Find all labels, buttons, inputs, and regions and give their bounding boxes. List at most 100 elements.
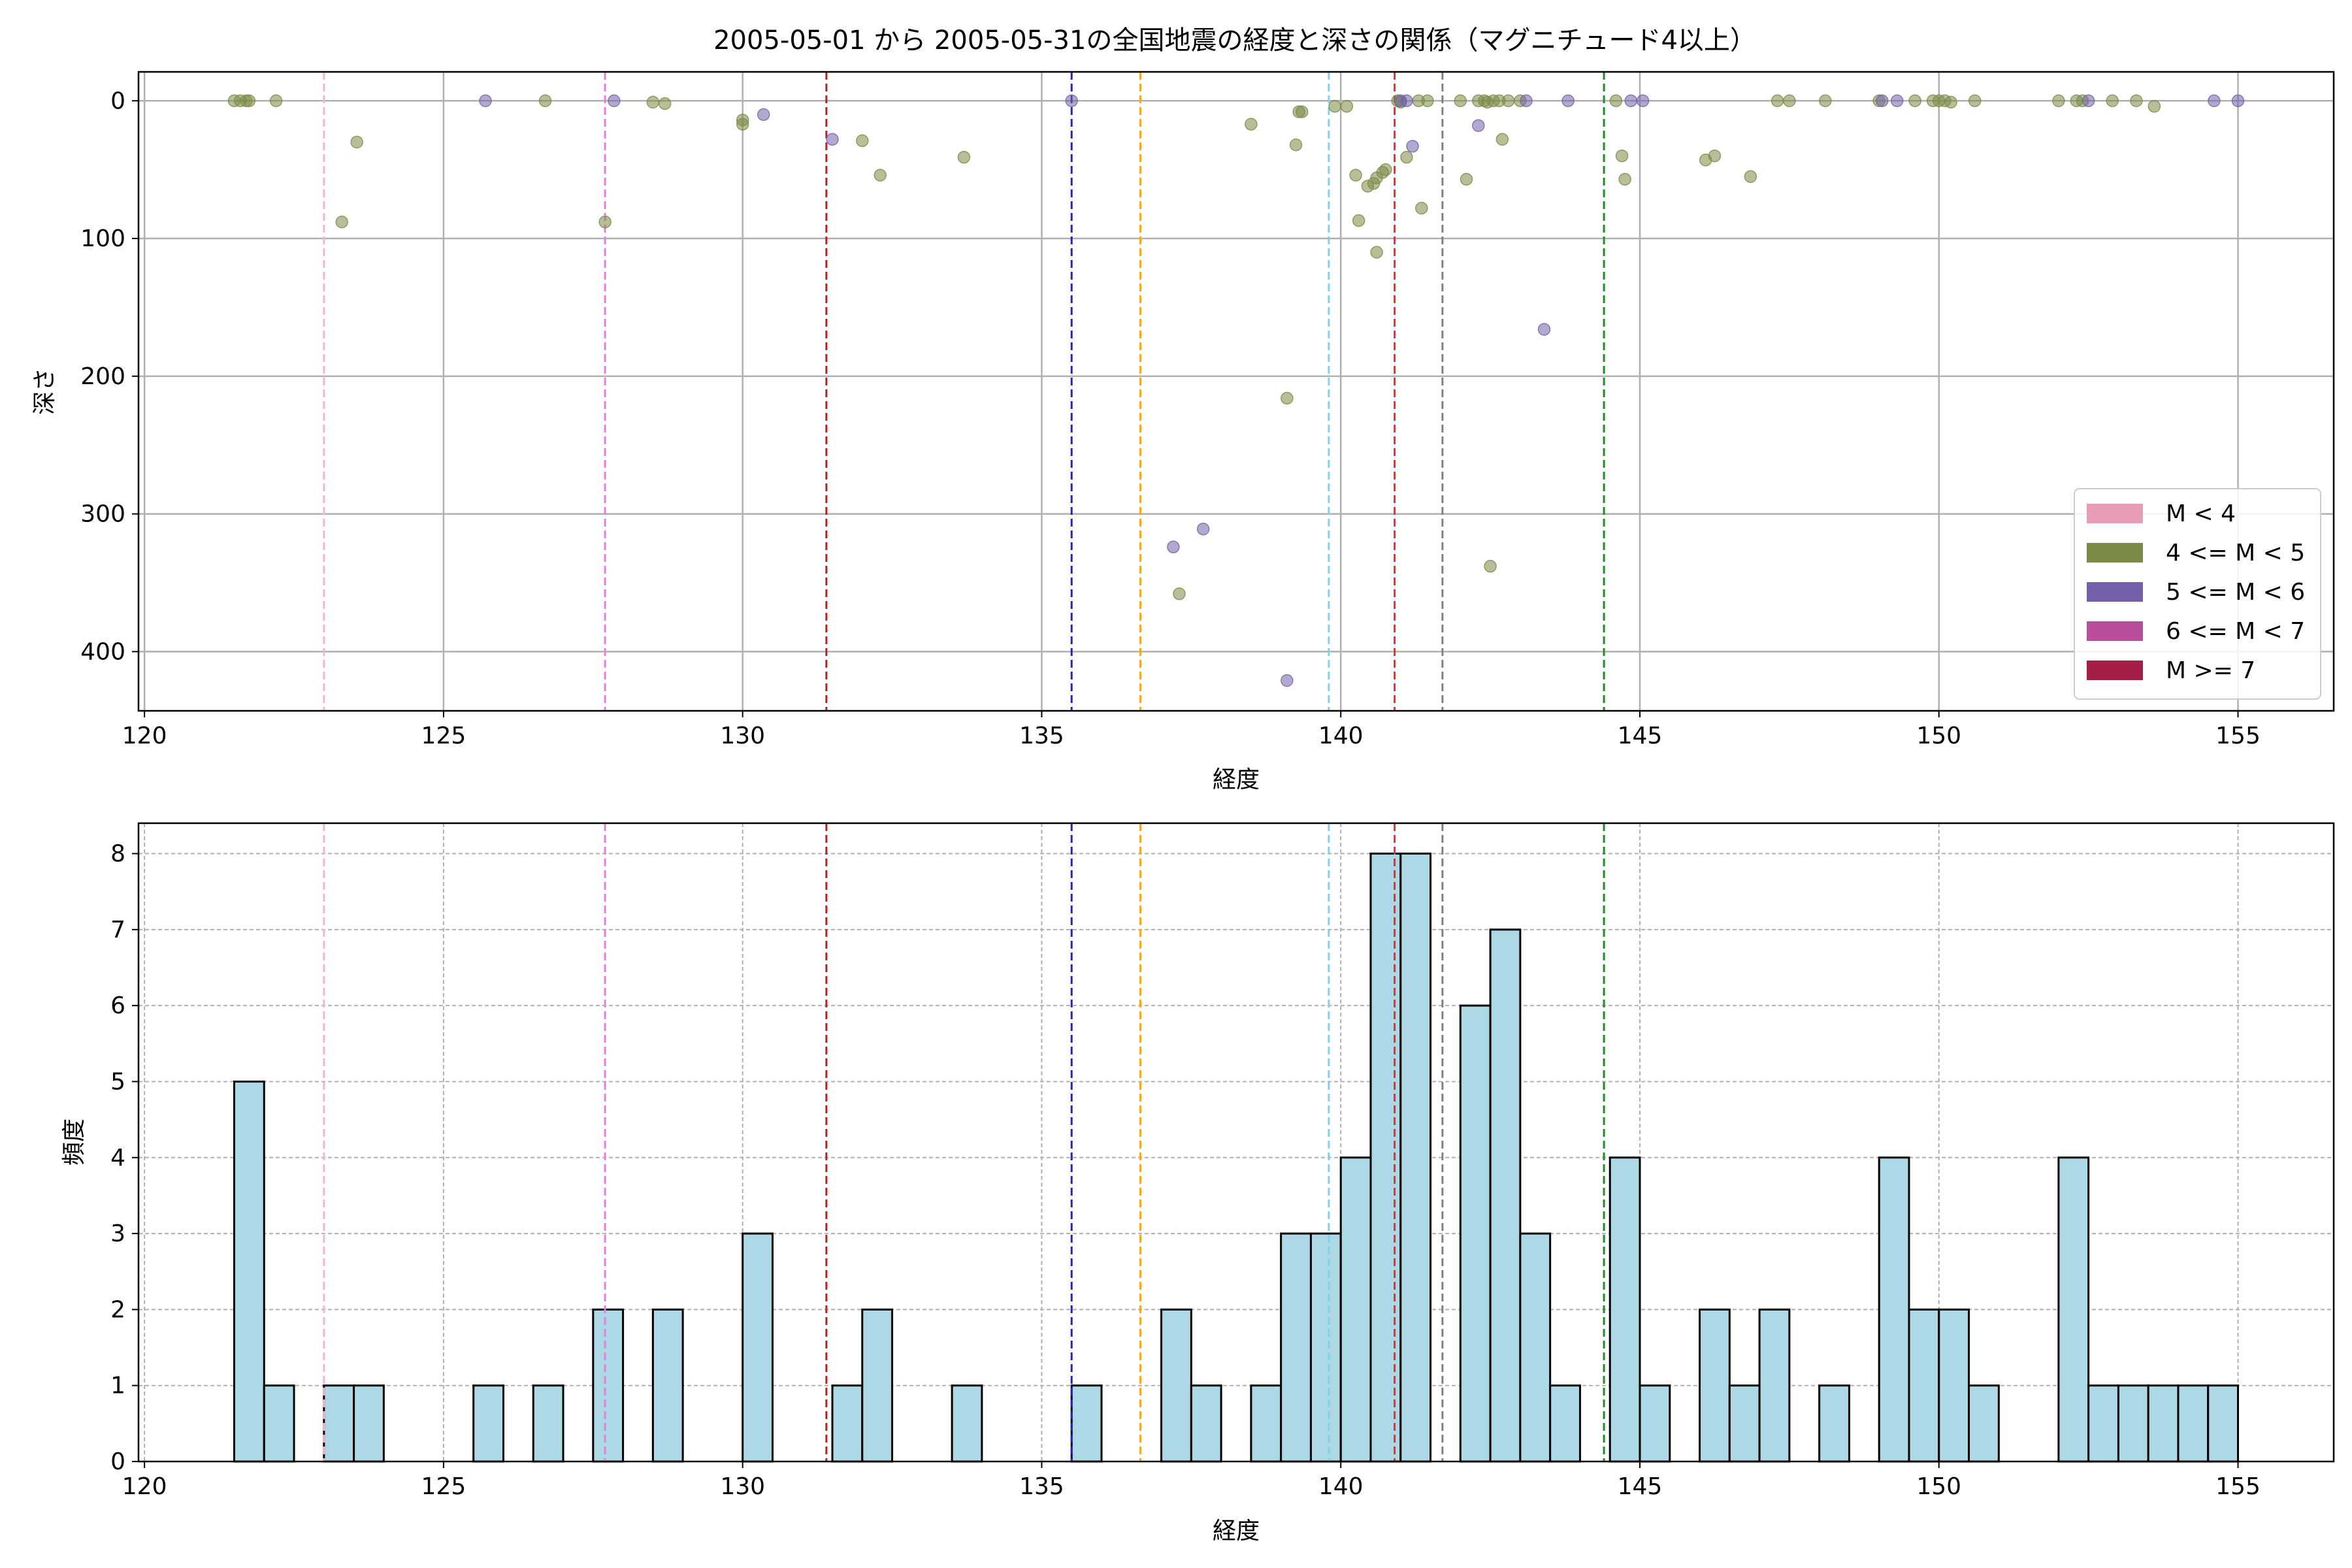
histogram-bar: [532, 1384, 564, 1463]
histogram-x-axis-label: 経度: [1213, 1518, 1260, 1544]
legend-label-m-5-6: 5 <= M < 6: [2166, 579, 2305, 606]
histogram-bar: [1908, 1308, 1940, 1463]
scatter-panel: 120 125 130 135 140 145 150 155 0 100 200 300 400 経…: [31, 71, 2335, 793]
scatter-point: [1908, 94, 1921, 108]
histogram-bar: [1339, 1156, 1372, 1463]
histogram-bar: [651, 1308, 684, 1463]
histogram-bar: [1309, 1232, 1342, 1463]
histogram-bar: [861, 1308, 894, 1463]
y-tick-label: 300: [80, 501, 125, 528]
histogram-bar: [2147, 1384, 2180, 1463]
scatter-plot-area: [139, 72, 2334, 711]
y-tick-label: 3: [110, 1220, 125, 1247]
scatter-point: [479, 94, 492, 108]
scatter-point: [2130, 94, 2143, 108]
x-tick-label: 140: [1318, 723, 1364, 749]
histogram-bar: [1818, 1384, 1850, 1463]
x-tick-label: 120: [122, 723, 167, 749]
histogram-bar: [1070, 1384, 1103, 1463]
scatter-y-axis-label: 深さ: [31, 368, 58, 415]
legend-frame: [2074, 488, 2321, 700]
scatter-x-ticks: 120 125 130 135 140 145 150 155: [122, 711, 2261, 749]
scatter-point: [2231, 94, 2245, 108]
histogram-bar: [1489, 928, 1522, 1463]
scatter-point: [1783, 94, 1796, 108]
scatter-point: [1340, 99, 1354, 113]
scatter-point: [538, 94, 552, 108]
legend-label-m-lt-4: M < 4: [2166, 500, 2236, 527]
scatter-y-ticks: 0 100 200 300 400: [80, 88, 139, 665]
histogram-bar: [1519, 1232, 1552, 1463]
histogram-y-axis-label: 頻度: [61, 1119, 88, 1166]
legend-swatch-m-5-6: [2087, 582, 2143, 602]
scatter-point: [1349, 169, 1362, 182]
scatter-point: [1196, 523, 1210, 536]
scatter-point: [1460, 172, 1473, 186]
figure-title: 2005-05-01 から 2005-05-31の全国地震の経度と深さの関係（マ…: [713, 25, 1756, 56]
scatter-reference-lines: [323, 72, 1605, 711]
scatter-point: [1245, 118, 1258, 131]
scatter-point: [1495, 133, 1509, 146]
scatter-point: [350, 135, 363, 149]
histogram-plot-area: [139, 823, 2334, 1462]
histogram-bar: [951, 1384, 983, 1463]
scatter-point: [1472, 119, 1485, 132]
scatter-point: [646, 95, 660, 109]
x-tick-label: 120: [122, 1473, 167, 1500]
scatter-point: [1944, 95, 1957, 109]
scatter-point: [1968, 94, 1982, 108]
scatter-point: [1708, 149, 1722, 163]
scatter-point: [736, 118, 749, 131]
scatter-point: [1636, 94, 1650, 108]
scatter-point: [1406, 140, 1419, 153]
scatter-point: [2082, 94, 2095, 108]
histogram-bar: [1699, 1308, 1731, 1463]
y-tick-label: 400: [80, 638, 125, 665]
x-tick-label: 145: [1618, 1473, 1663, 1500]
scatter-point: [608, 94, 621, 108]
histogram-y-ticks: 0 1 2 3 4 5 6 7 8: [110, 841, 139, 1475]
histogram-bar: [831, 1384, 864, 1463]
x-tick-label: 125: [421, 723, 466, 749]
histogram-bar: [1280, 1232, 1312, 1463]
scatter-point: [1289, 138, 1303, 152]
scatter-point: [1876, 94, 1889, 108]
x-tick-label: 130: [720, 723, 765, 749]
histogram-reference-lines: [323, 823, 1605, 1462]
histogram-bar: [1399, 853, 1432, 1463]
y-tick-label: 2: [110, 1296, 125, 1323]
histogram-plot-frame: [137, 822, 2335, 1463]
scatter-grid: [139, 72, 2334, 711]
x-tick-label: 135: [1019, 1473, 1064, 1500]
scatter-point: [1609, 94, 1623, 108]
y-tick-label: 4: [110, 1145, 125, 1171]
scatter-point: [1771, 94, 1784, 108]
x-tick-label: 145: [1618, 723, 1663, 749]
scatter-point: [335, 215, 349, 229]
scatter-point: [2106, 94, 2119, 108]
scatter-point: [269, 94, 283, 108]
histogram-bar: [1250, 1384, 1282, 1463]
scatter-point: [2052, 94, 2065, 108]
scatter-legend: M < 4 4 <= M < 5 5 <= M < 6 6 <= M < 7 M…: [2074, 488, 2321, 700]
legend-swatch-m-lt-4: [2087, 504, 2143, 523]
histogram-panel: 120 125 130 135 140 145 150 155 0 1 2 3 4 5 6 7 8 経度 頻度: [61, 822, 2335, 1544]
scatter-point: [1484, 559, 1497, 573]
scatter-point: [1352, 214, 1365, 227]
y-tick-label: 8: [110, 841, 125, 868]
scatter-plot-frame: [137, 71, 2335, 712]
histogram-bar: [263, 1384, 295, 1463]
legend-label-m-6-7: 6 <= M < 7: [2166, 618, 2305, 645]
scatter-point: [1819, 94, 1832, 108]
scatter-point: [1520, 94, 1533, 108]
scatter-point: [598, 215, 612, 229]
histogram-bar: [1459, 1004, 1492, 1463]
y-tick-label: 1: [110, 1373, 125, 1399]
histogram-bar: [472, 1384, 504, 1463]
scatter-point: [1615, 149, 1629, 163]
y-tick-label: 0: [110, 88, 125, 114]
histogram-bar: [2207, 1384, 2240, 1463]
x-tick-label: 155: [2215, 1473, 2261, 1500]
scatter-point: [1454, 94, 1467, 108]
histogram-bar: [323, 1384, 355, 1463]
